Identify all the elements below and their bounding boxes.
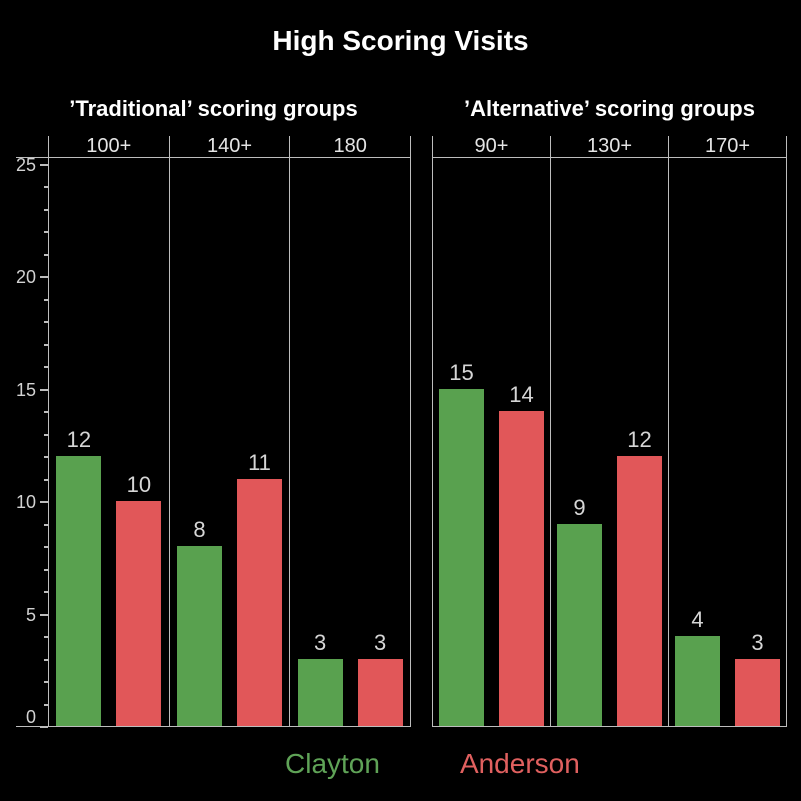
category-label: 140+: [169, 136, 290, 158]
bar-anderson-180[interactable]: 3: [357, 631, 403, 726]
bar-clayton-130+[interactable]: 9: [557, 496, 602, 726]
bar-value-label: 12: [66, 427, 92, 452]
y-axis-minor-tick: [44, 568, 48, 571]
category-label: 170+: [669, 136, 786, 158]
y-axis-minor-tick: [44, 298, 48, 301]
y-axis-major-tick: [40, 163, 48, 166]
legend: Clayton Anderson: [285, 748, 580, 780]
y-axis-minor-tick: [44, 321, 48, 323]
y-axis-minor-tick: [44, 366, 48, 368]
legend-item-anderson[interactable]: Anderson: [459, 748, 580, 779]
panel-subtitle-alternative: ’Alternative’ scoring groups: [464, 96, 755, 121]
plot-area: 15 14: [433, 158, 550, 726]
bar-value-label: 11: [248, 449, 271, 475]
y-axis-minor-tick: [44, 343, 48, 346]
bar-anderson-130+[interactable]: 12: [617, 429, 662, 726]
y-axis-minor-tick: [44, 523, 48, 526]
bar-clayton-170+[interactable]: 4: [675, 609, 720, 726]
y-axis-minor-tick: [44, 456, 48, 458]
plot-area: 12 10: [49, 158, 169, 726]
category-column-130+: 130+ 9 12: [551, 136, 669, 726]
y-axis-minor-tick: [44, 703, 48, 706]
panel-alternative: 90+ 15 14 130+ 9 12 170+ 4 3: [432, 136, 787, 727]
bar-pair: 15 14: [433, 158, 550, 726]
bar-value-label: 3: [374, 629, 387, 655]
y-axis-minor-tick: [44, 186, 48, 188]
bar-clayton-90+[interactable]: 15: [439, 361, 484, 726]
y-axis-label-25: 25: [15, 154, 36, 175]
category-column-170+: 170+ 4 3: [669, 136, 787, 726]
bar-anderson-170+[interactable]: 3: [735, 631, 780, 726]
bar-clayton-180[interactable]: 3: [297, 631, 343, 726]
header-separator-extension: [16, 157, 48, 158]
y-axis-minor-tick: [44, 208, 48, 211]
y-axis: 0 5 10 15 20 25: [0, 155, 48, 728]
bar-value-label: 4: [691, 607, 704, 632]
category-column-90+: 90+ 15 14: [433, 136, 551, 726]
category-label: 100+: [49, 136, 169, 158]
bar-value-label: 15: [449, 359, 474, 385]
y-axis-major-tick: [40, 276, 48, 278]
bar-anderson-140+[interactable]: 11: [237, 451, 282, 726]
plot-area: 9 12: [551, 158, 668, 726]
y-axis-label-20: 20: [15, 267, 36, 287]
bar-pair: 8 11: [170, 158, 290, 726]
category-label: 130+: [551, 136, 668, 158]
category-label: 180: [290, 136, 411, 158]
y-axis-minor-tick: [44, 636, 48, 638]
bar-value-label: 3: [751, 629, 764, 655]
bar-anderson-100+[interactable]: 10: [116, 474, 162, 726]
category-label: 90+: [433, 136, 550, 158]
y-axis-major-tick: [40, 726, 48, 728]
bar-clayton-140+[interactable]: 8: [177, 519, 222, 726]
y-axis-minor-tick: [44, 478, 48, 481]
y-axis-minor-tick: [44, 546, 48, 548]
y-axis-minor-tick: [44, 591, 48, 593]
bar-value-label: 3: [314, 629, 327, 655]
plot-area: 8 11: [170, 158, 290, 726]
bar-pair: 12 10: [49, 158, 169, 726]
y-axis-label-0: 0: [25, 707, 36, 727]
bar-value-label: 8: [193, 517, 206, 542]
y-axis-label-5: 5: [25, 604, 36, 625]
y-axis-label-10: 10: [15, 492, 36, 512]
category-column-100+: 100+ 12 10: [49, 136, 170, 726]
y-axis-major-tick: [40, 388, 48, 391]
chart-title: High Scoring Visits: [272, 25, 529, 56]
bar-pair: 9 12: [551, 158, 668, 726]
bar-value-label: 9: [573, 494, 586, 520]
category-column-140+: 140+ 8 11: [169, 136, 291, 726]
y-axis-minor-tick: [44, 681, 48, 683]
panel-traditional: 100+ 12 10 140+ 8 11 180 3 3: [48, 136, 412, 727]
bar-clayton-100+[interactable]: 12: [56, 429, 102, 726]
y-axis-minor-tick: [44, 433, 48, 436]
panel-alternative-columns: 90+ 15 14 130+ 9 12 170+ 4 3: [433, 136, 787, 726]
y-axis-major-tick: [40, 501, 48, 503]
y-axis-minor-tick: [44, 231, 48, 233]
category-column-180: 180 3 3: [290, 136, 412, 726]
panel-traditional-columns: 100+ 12 10 140+ 8 11 180 3 3: [49, 136, 412, 726]
axis-baseline-extension: [16, 726, 48, 727]
bar-value-label: 12: [627, 427, 652, 452]
y-axis-major-tick: [40, 613, 48, 616]
panel-subtitle-traditional: ’Traditional’ scoring groups: [69, 96, 358, 121]
y-axis-minor-tick: [44, 411, 48, 413]
legend-item-clayton[interactable]: Clayton: [285, 748, 380, 779]
y-axis-minor-tick: [44, 253, 48, 256]
y-axis-label-15: 15: [15, 379, 36, 400]
bar-value-label: 14: [509, 382, 534, 407]
bar-anderson-90+[interactable]: 14: [499, 384, 544, 726]
bar-value-label: 10: [126, 472, 152, 497]
y-axis-minor-tick: [44, 658, 48, 661]
